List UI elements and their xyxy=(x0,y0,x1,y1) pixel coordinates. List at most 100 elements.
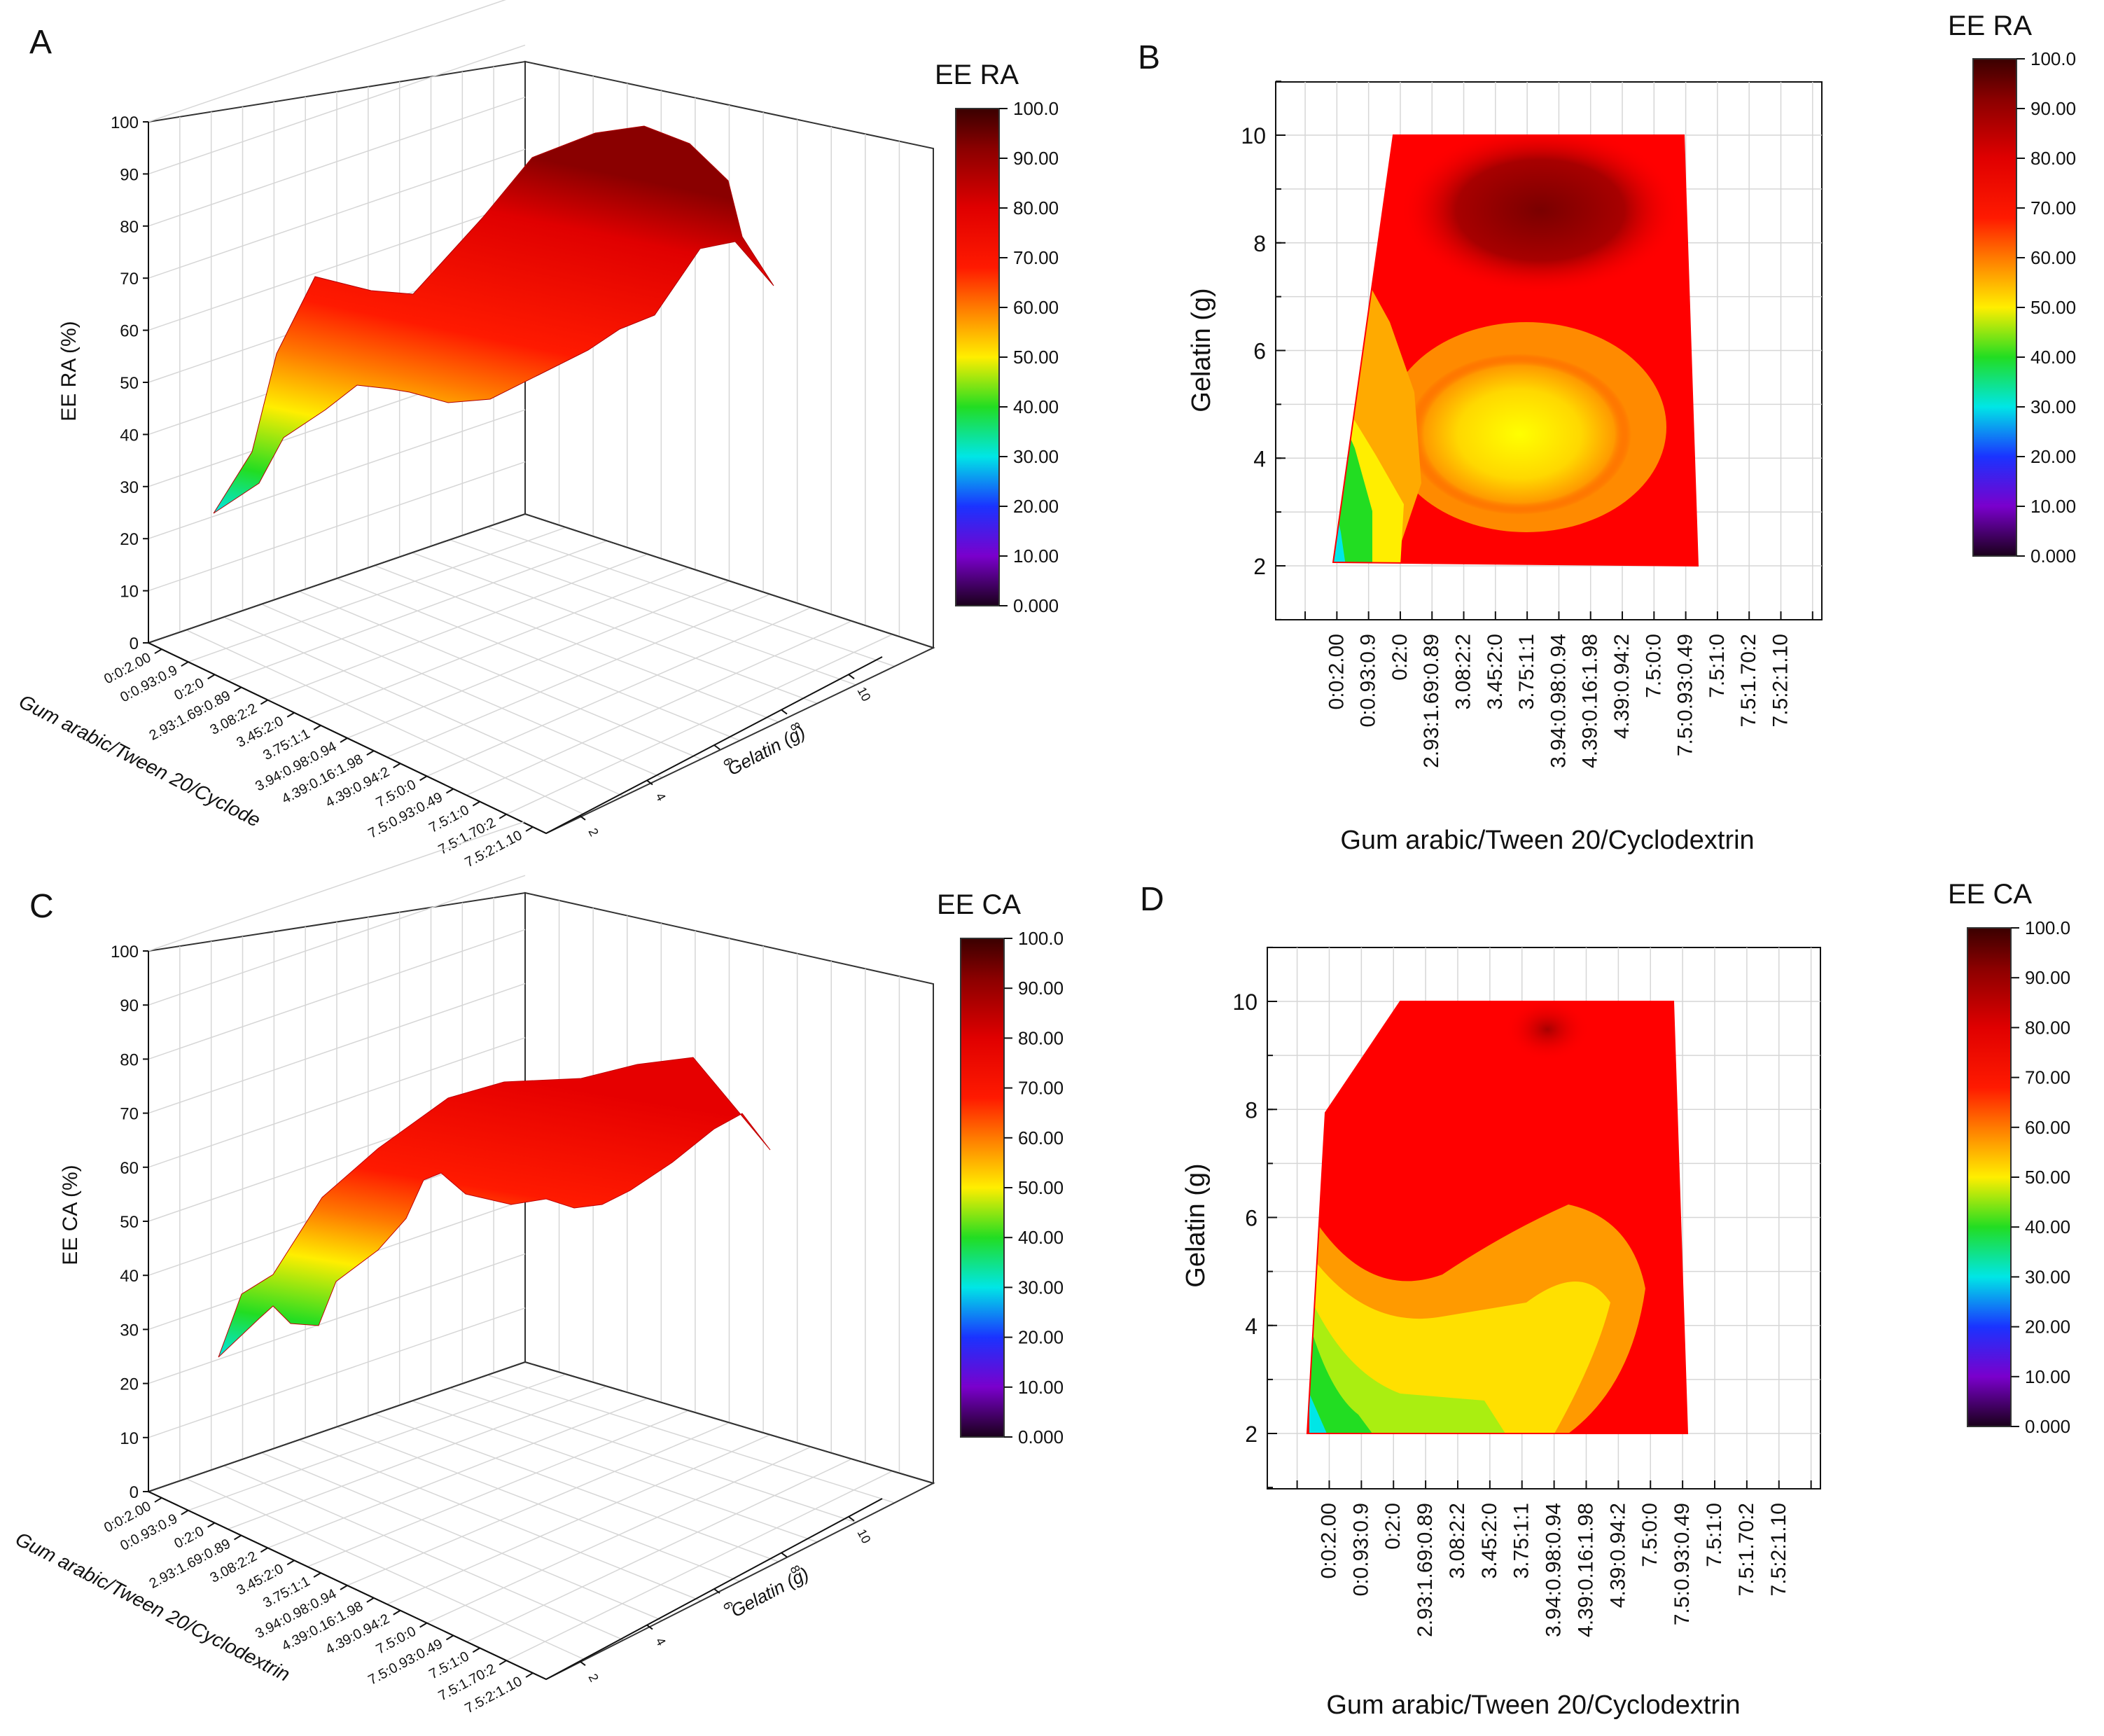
colorbar-tick: 100.0 xyxy=(1013,98,1059,119)
z-tick: 50 xyxy=(120,1213,139,1232)
y-tick: 4 xyxy=(653,791,668,803)
x-tick: 7.5:2:1.10 xyxy=(1767,1503,1790,1596)
x-tick: 0:2:0 xyxy=(172,1524,207,1552)
xlabel-A: Gum arabic/Tween 20/Cyclode xyxy=(15,690,264,831)
x-tick: 0:0.93:0.9 xyxy=(1349,1503,1372,1596)
colorbar-tick: 60.00 xyxy=(1018,1127,1064,1148)
zlabel-A: EE RA (%) xyxy=(57,321,81,421)
x-tick: 7.5:1.70:2 xyxy=(1735,1503,1758,1596)
colorbar-tick: 50.00 xyxy=(1013,347,1059,368)
x-tick: 3.45:2:0 xyxy=(1478,1503,1501,1578)
x-tick: 3.08:2:2 xyxy=(1452,634,1475,709)
z-tick: 60 xyxy=(120,322,139,341)
x-tick: 0:0:2.00 xyxy=(1325,634,1348,709)
colorbar-D: EE CA 100.0 90.00 80.00 70.00 60.00 50.00 40.0… xyxy=(1948,879,2070,1437)
panel-label-B: B xyxy=(1138,39,1160,76)
colorbar-C: EE CA 100.0 90.00 80.00 70.00 60.00 50.00 40.0… xyxy=(937,889,1064,1447)
colorbar-tick: 70.00 xyxy=(2030,197,2076,218)
x-tick: 7.5:1:0 xyxy=(1703,1503,1726,1567)
colorbar-tick: 40.00 xyxy=(1018,1227,1064,1248)
x-tick: 3.08:2:2 xyxy=(1446,1503,1469,1578)
z-tick: 50 xyxy=(120,374,139,393)
x-tick: 4.39:0.94:2 xyxy=(1606,1503,1629,1608)
z-tick: 90 xyxy=(120,165,139,184)
colorbar-tick: 20.00 xyxy=(2025,1317,2070,1338)
colorbar-tick: 0.000 xyxy=(2030,546,2076,567)
z-tick: 30 xyxy=(120,478,139,497)
x-tick: 2.93:1.69:0.89 xyxy=(1414,1503,1437,1637)
x-tick: 7.5:0.93:0.49 xyxy=(1674,634,1697,756)
ylabel-A: Gelatin (g) xyxy=(724,721,809,779)
colorbar-tick: 50.00 xyxy=(2030,297,2076,318)
panel-label-A: A xyxy=(29,24,52,61)
x-tick: 7.5:0:0 xyxy=(1638,1503,1661,1567)
colorbar-tick: 60.00 xyxy=(2030,247,2076,268)
colorbar-tick: 30.00 xyxy=(1018,1277,1064,1298)
panel-D: D 10 8 6 4 2 0:0:2.00 0:0.93:0.9 0:2:0 2.93:1.6… xyxy=(1140,881,1821,1720)
y-tick: 2 xyxy=(1245,1422,1257,1447)
colorbar-tick: 20.00 xyxy=(1013,496,1059,517)
z-tick: 40 xyxy=(120,1267,139,1286)
colorbar-tick: 80.00 xyxy=(1018,1027,1064,1048)
contour-map-ee-ca xyxy=(1307,1001,1687,1433)
y-tick: 10 xyxy=(1241,123,1266,148)
y-tick: 6 xyxy=(1245,1206,1257,1231)
xlabel-B: Gum arabic/Tween 20/Cyclodextrin xyxy=(1340,826,1754,855)
colorbar-tick: 70.00 xyxy=(1013,247,1059,268)
z-tick: 10 xyxy=(120,1429,139,1448)
zlabel-C: EE CA (%) xyxy=(59,1165,82,1265)
colorbar-tick: 100.0 xyxy=(2030,48,2076,69)
colorbar-tick: 30.00 xyxy=(2025,1266,2070,1287)
y-tick: 8 xyxy=(1253,231,1266,256)
colorbar-tick: 0.000 xyxy=(1018,1426,1064,1447)
z-tick: 90 xyxy=(120,997,139,1015)
colorbar-title-C: EE CA xyxy=(937,889,1021,920)
x-tick: 7.5:1.70:2 xyxy=(1737,634,1760,727)
z-tick: 0 xyxy=(130,634,139,653)
x-tick: 7.5:1:0 xyxy=(1706,634,1729,698)
colorbar-tick: 30.00 xyxy=(2030,396,2076,417)
colorbar-tick: 70.00 xyxy=(1018,1078,1064,1099)
x-tick: 3.94:0.98:0.94 xyxy=(1542,1503,1566,1637)
x-tick: 0:0:2.00 xyxy=(1317,1503,1340,1578)
y-tick: 4 xyxy=(1245,1314,1257,1339)
surface-ee-ra xyxy=(213,125,774,514)
colorbar-tick: 30.00 xyxy=(1013,446,1059,467)
colorbar-tick: 100.0 xyxy=(2025,917,2070,938)
colorbar-gradient-B xyxy=(1972,58,2017,557)
panel-B: B 10 8 6 4 2 0:0:2.00 0:0.93:0.9 0:2:0 2.93:1.6… xyxy=(1138,39,1823,855)
colorbar-tick: 10.00 xyxy=(1013,546,1059,567)
colorbar-tick: 70.00 xyxy=(2025,1067,2070,1088)
colorbar-tick: 100.0 xyxy=(1018,928,1064,949)
colorbar-tick: 0.000 xyxy=(2025,1416,2070,1437)
colorbar-gradient-C xyxy=(960,938,1005,1438)
z-tick: 10 xyxy=(120,583,139,602)
colorbar-tick: 50.00 xyxy=(2025,1167,2070,1188)
y-tick: 4 xyxy=(1253,446,1266,471)
contour-map-ee-ra xyxy=(1333,135,1698,566)
y-tick: 10 xyxy=(1232,989,1257,1015)
colorbar-gradient-A xyxy=(955,108,1000,606)
x-tick: 4.39:0.16:1.98 xyxy=(1579,634,1602,768)
x-tick: 0:0.93:0.9 xyxy=(1357,634,1380,727)
z-tick: 20 xyxy=(120,1375,139,1394)
z-tick: 40 xyxy=(120,426,139,445)
colorbar-tick: 40.00 xyxy=(2025,1216,2070,1237)
x-tick: 0:2:0 xyxy=(1381,1503,1405,1550)
colorbar-tick: 80.00 xyxy=(2025,1017,2070,1038)
colorbar-tick: 60.00 xyxy=(2025,1117,2070,1138)
y-tick: 2 xyxy=(1253,554,1266,579)
panel-label-C: C xyxy=(29,888,54,925)
colorbar-tick: 80.00 xyxy=(2030,148,2076,169)
colorbar-tick: 50.00 xyxy=(1018,1177,1064,1198)
colorbar-gradient-D xyxy=(1967,927,2012,1427)
colorbar-tick: 90.00 xyxy=(1018,978,1064,999)
z-tick: 20 xyxy=(120,530,139,549)
x-tick: 4.39:0.16:1.98 xyxy=(1574,1503,1597,1637)
colorbar-tick: 20.00 xyxy=(1018,1327,1064,1348)
x-tick: 0:2:0 xyxy=(1388,634,1412,681)
x-tick: 7.5:2:1.10 xyxy=(1769,634,1792,727)
z-tick: 80 xyxy=(120,1050,139,1069)
